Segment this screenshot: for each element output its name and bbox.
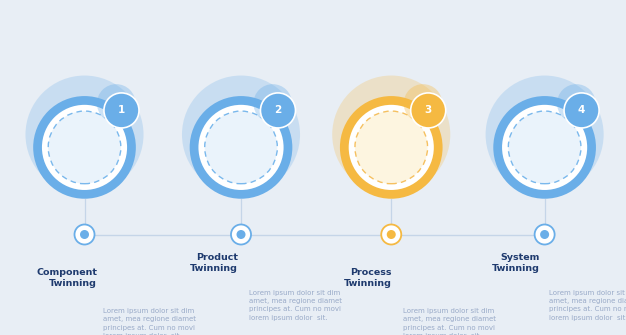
Ellipse shape — [205, 111, 277, 184]
Ellipse shape — [33, 96, 136, 199]
Ellipse shape — [26, 75, 143, 194]
Ellipse shape — [355, 111, 428, 184]
Ellipse shape — [260, 93, 295, 128]
Text: 3: 3 — [424, 106, 432, 116]
Ellipse shape — [557, 84, 595, 123]
Ellipse shape — [340, 96, 443, 199]
Ellipse shape — [387, 230, 396, 239]
Ellipse shape — [48, 111, 121, 184]
Text: System
Twinning: System Twinning — [492, 253, 540, 273]
Ellipse shape — [97, 84, 135, 123]
Ellipse shape — [502, 105, 587, 190]
Ellipse shape — [190, 96, 292, 199]
Text: 2: 2 — [274, 106, 282, 116]
Text: Lorem ipsum dolor sit dim
amet, mea regione diamet
principes at. Cum no movi
lor: Lorem ipsum dolor sit dim amet, mea regi… — [249, 290, 342, 321]
Ellipse shape — [508, 111, 581, 184]
Ellipse shape — [237, 230, 245, 239]
Text: Process
Twinning: Process Twinning — [344, 268, 391, 288]
Ellipse shape — [404, 84, 442, 123]
Ellipse shape — [42, 105, 127, 190]
Text: 4: 4 — [578, 106, 585, 116]
Ellipse shape — [80, 230, 89, 239]
Ellipse shape — [231, 224, 251, 245]
Ellipse shape — [74, 224, 95, 245]
Ellipse shape — [182, 75, 300, 194]
Ellipse shape — [381, 224, 401, 245]
Ellipse shape — [198, 105, 284, 190]
Ellipse shape — [332, 75, 450, 194]
Text: Lorem ipsum dolor sit dim
amet, mea regione diamet
principes at. Cum no movi
lor: Lorem ipsum dolor sit dim amet, mea regi… — [403, 308, 496, 335]
Text: Product
Twinning: Product Twinning — [190, 253, 238, 273]
Ellipse shape — [349, 105, 434, 190]
Ellipse shape — [411, 93, 446, 128]
Text: Lorem ipsum dolor sit dim
amet, mea regione diamet
principes at. Cum no movi
lor: Lorem ipsum dolor sit dim amet, mea regi… — [103, 308, 197, 335]
Text: Component
Twinning: Component Twinning — [36, 268, 97, 288]
Ellipse shape — [104, 93, 139, 128]
Ellipse shape — [486, 75, 603, 194]
Ellipse shape — [540, 230, 549, 239]
Text: 1: 1 — [118, 106, 125, 116]
Ellipse shape — [254, 84, 292, 123]
Ellipse shape — [564, 93, 599, 128]
Ellipse shape — [493, 96, 596, 199]
Ellipse shape — [535, 224, 555, 245]
Text: Lorem ipsum dolor sit dim
amet, mea regione diamet
principes at. Cum no movi
lor: Lorem ipsum dolor sit dim amet, mea regi… — [549, 290, 626, 321]
